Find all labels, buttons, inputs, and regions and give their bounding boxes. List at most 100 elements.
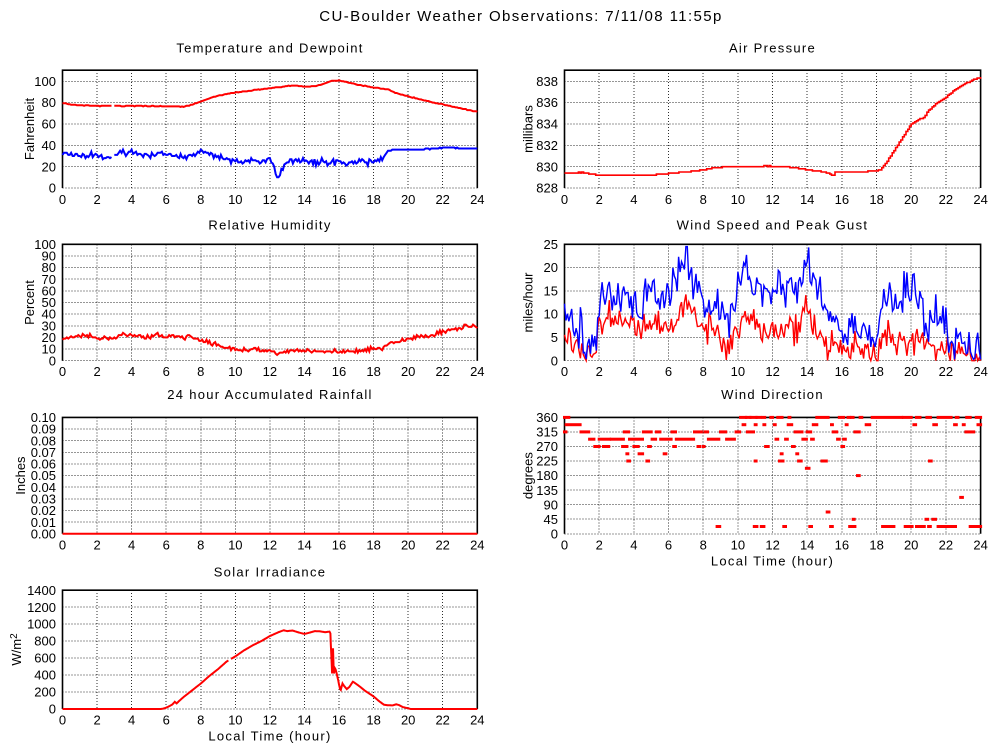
svg-text:60: 60 <box>42 284 56 299</box>
svg-text:315: 315 <box>536 425 558 440</box>
svg-text:60: 60 <box>42 117 56 132</box>
svg-text:14: 14 <box>800 364 814 379</box>
svg-text:24: 24 <box>973 364 987 379</box>
svg-text:10: 10 <box>42 342 56 357</box>
svg-text:10: 10 <box>228 537 242 552</box>
svg-text:2: 2 <box>93 537 100 552</box>
svg-text:14: 14 <box>297 712 311 727</box>
svg-text:1200: 1200 <box>27 600 56 615</box>
svg-text:4: 4 <box>128 192 135 207</box>
svg-text:4: 4 <box>128 712 135 727</box>
svg-text:24: 24 <box>973 537 987 552</box>
svg-text:8: 8 <box>197 712 204 727</box>
svg-text:5: 5 <box>551 330 558 345</box>
svg-text:0.08: 0.08 <box>31 433 56 448</box>
svg-text:12: 12 <box>765 364 779 379</box>
svg-text:6: 6 <box>163 537 170 552</box>
svg-text:10: 10 <box>544 307 558 322</box>
svg-text:4: 4 <box>128 364 135 379</box>
svg-text:0.01: 0.01 <box>31 515 56 530</box>
svg-text:12: 12 <box>263 537 277 552</box>
svg-text:2: 2 <box>93 712 100 727</box>
svg-text:18: 18 <box>366 192 380 207</box>
svg-text:Wind Speed and Peak Gust: Wind Speed and Peak Gust <box>677 218 869 233</box>
svg-text:Air Pressure: Air Pressure <box>729 41 816 56</box>
svg-text:25: 25 <box>544 237 558 252</box>
svg-text:18: 18 <box>366 537 380 552</box>
svg-text:10: 10 <box>228 364 242 379</box>
svg-text:135: 135 <box>536 483 558 498</box>
svg-text:80: 80 <box>42 95 56 110</box>
svg-text:12: 12 <box>263 192 277 207</box>
svg-text:2: 2 <box>93 192 100 207</box>
svg-text:838: 838 <box>536 74 558 89</box>
svg-text:80: 80 <box>42 260 56 275</box>
svg-text:0: 0 <box>49 702 56 717</box>
svg-text:20: 20 <box>42 330 56 345</box>
svg-text:10: 10 <box>228 192 242 207</box>
svg-text:6: 6 <box>665 537 672 552</box>
svg-text:836: 836 <box>536 95 558 110</box>
svg-text:0: 0 <box>561 537 568 552</box>
svg-text:4: 4 <box>630 192 637 207</box>
svg-text:600: 600 <box>34 651 56 666</box>
svg-text:360: 360 <box>536 410 558 425</box>
svg-text:12: 12 <box>263 712 277 727</box>
svg-text:24: 24 <box>470 712 484 727</box>
svg-text:20: 20 <box>42 159 56 174</box>
svg-text:8: 8 <box>700 537 707 552</box>
svg-text:24 hour Accumulated Rainfall: 24 hour Accumulated Rainfall <box>167 387 373 402</box>
svg-text:Local Time (hour): Local Time (hour) <box>711 553 834 568</box>
svg-text:18: 18 <box>366 364 380 379</box>
svg-text:6: 6 <box>163 192 170 207</box>
svg-text:14: 14 <box>297 192 311 207</box>
svg-text:14: 14 <box>800 192 814 207</box>
svg-text:6: 6 <box>665 192 672 207</box>
svg-text:2: 2 <box>596 192 603 207</box>
svg-text:50: 50 <box>42 295 56 310</box>
svg-text:200: 200 <box>34 685 56 700</box>
svg-text:22: 22 <box>435 364 449 379</box>
svg-text:18: 18 <box>869 364 883 379</box>
svg-text:10: 10 <box>731 364 745 379</box>
svg-text:0.09: 0.09 <box>31 422 56 437</box>
svg-text:16: 16 <box>332 537 346 552</box>
svg-text:8: 8 <box>700 192 707 207</box>
svg-text:22: 22 <box>939 364 953 379</box>
svg-text:Temperature and Dewpoint: Temperature and Dewpoint <box>176 41 363 56</box>
svg-text:4: 4 <box>630 537 637 552</box>
svg-text:800: 800 <box>34 634 56 649</box>
svg-text:0: 0 <box>59 712 66 727</box>
svg-text:16: 16 <box>835 364 849 379</box>
svg-text:CU-Boulder Weather Observation: CU-Boulder Weather Observations: 7/11/08… <box>319 8 723 25</box>
svg-text:W/m2: W/m2 <box>9 633 24 666</box>
svg-text:40: 40 <box>42 307 56 322</box>
svg-text:1000: 1000 <box>27 617 56 632</box>
svg-text:20: 20 <box>401 192 415 207</box>
svg-text:16: 16 <box>332 364 346 379</box>
svg-text:24: 24 <box>470 537 484 552</box>
svg-text:16: 16 <box>332 192 346 207</box>
svg-text:22: 22 <box>939 192 953 207</box>
svg-text:0.10: 0.10 <box>31 410 56 425</box>
svg-text:14: 14 <box>800 537 814 552</box>
svg-text:834: 834 <box>536 117 558 132</box>
svg-text:20: 20 <box>904 192 918 207</box>
svg-text:0: 0 <box>49 353 56 368</box>
svg-text:0: 0 <box>551 353 558 368</box>
svg-text:90: 90 <box>42 249 56 264</box>
svg-text:16: 16 <box>835 537 849 552</box>
svg-text:0.03: 0.03 <box>31 492 56 507</box>
svg-text:0: 0 <box>59 537 66 552</box>
svg-text:20: 20 <box>904 537 918 552</box>
svg-text:6: 6 <box>665 364 672 379</box>
svg-text:14: 14 <box>297 364 311 379</box>
svg-text:Percent: Percent <box>22 280 37 325</box>
svg-text:22: 22 <box>435 192 449 207</box>
svg-text:0: 0 <box>49 181 56 196</box>
svg-text:2: 2 <box>93 364 100 379</box>
svg-text:830: 830 <box>536 159 558 174</box>
svg-text:Solar Irradiance: Solar Irradiance <box>214 564 327 579</box>
svg-text:12: 12 <box>263 364 277 379</box>
svg-text:24: 24 <box>470 364 484 379</box>
